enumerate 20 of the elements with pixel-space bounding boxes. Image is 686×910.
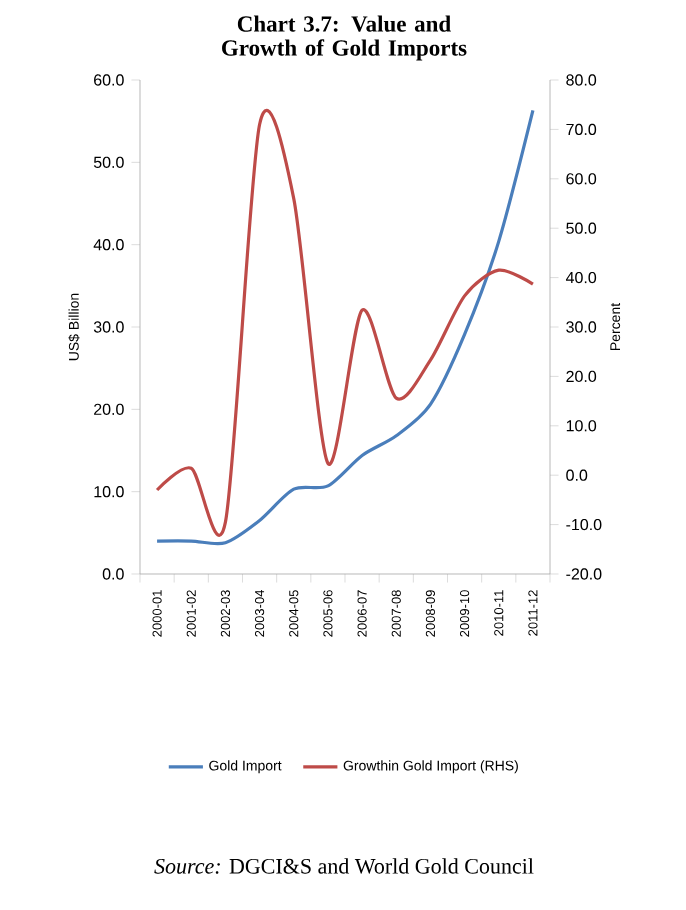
y2-tick-label: 10.0 [566,420,597,432]
y-tick-label: 20.0 [94,403,124,415]
y2-tick-label: 40.0 [565,271,597,284]
y-tick-label: 40.0 [93,239,124,251]
y2-tick-label: 80.0 [566,74,597,86]
y2-tick-label: -10.0 [566,518,602,531]
y-tick-label: 0.0 [102,568,124,580]
y2-tick-label: 30.0 [566,321,597,333]
y2-tick-label: 70.0 [566,123,597,136]
y2-tick-label: 0.0 [566,469,588,481]
y-tick-label: 50.0 [93,156,124,169]
text: Source: DGCI&S and World Gold Council [154,858,534,874]
y2-tick-label: 20.0 [566,370,597,383]
y-tick-label: 10.0 [94,486,124,498]
y-tick-label: 60.0 [94,74,124,86]
chart-title: Chart 3.7: Value and Growth of Gold Imports [222,15,467,61]
y2-tick-label: -20.0 [566,568,602,580]
y-tick-label: 30.0 [93,321,124,333]
y2-tick-label: 60.0 [566,173,597,185]
y2-tick-label: 50.0 [566,222,597,234]
